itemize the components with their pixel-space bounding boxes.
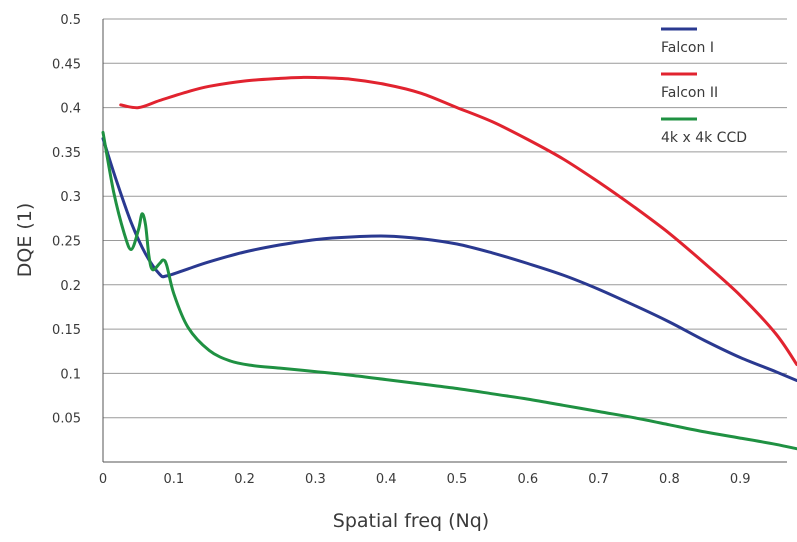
x-tick-label: 0.1 <box>163 472 184 487</box>
x-tick-labels: 0 0.1 0.2 0.3 0.4 0.5 0.6 0.7 0.8 0.9 <box>99 472 751 487</box>
x-tick-label: 0.8 <box>659 472 680 487</box>
legend-label: Falcon II <box>661 85 718 101</box>
legend-label: Falcon I <box>661 40 714 56</box>
x-tick-label: 0.3 <box>305 472 326 487</box>
y-tick-label: 0.25 <box>52 235 81 250</box>
y-tick-label: 0.35 <box>52 146 81 161</box>
x-tick-label: 0 <box>99 472 107 487</box>
x-tick-label: 0.7 <box>588 472 609 487</box>
y-tick-label: 0.45 <box>52 57 81 72</box>
x-tick-label: 0.2 <box>234 472 255 487</box>
y-axis-title: DQE (1) <box>14 203 36 278</box>
x-tick-label: 0.4 <box>376 472 397 487</box>
legend: Falcon I Falcon II 4k x 4k CCD <box>661 27 747 146</box>
y-tick-label: 0.1 <box>60 367 81 382</box>
series-line-1 <box>101 137 797 382</box>
y-tick-label: 0.5 <box>60 13 81 28</box>
y-tick-label: 0.15 <box>52 323 81 338</box>
series-lines <box>101 75 797 451</box>
y-tick-label: 0.2 <box>60 279 81 294</box>
axes <box>102 19 787 463</box>
x-axis-title: Spatial freq (Nq) <box>333 510 489 532</box>
series-line-2 <box>119 75 797 366</box>
x-tick-label: 0.6 <box>517 472 538 487</box>
y-tick-label: 0.05 <box>52 412 81 427</box>
y-tick-labels: 0.05 0.1 0.15 0.2 0.25 0.3 0.35 0.4 0.45 0.5 <box>52 13 81 427</box>
x-tick-label: 0.9 <box>730 472 751 487</box>
x-tick-label: 0.5 <box>447 472 468 487</box>
series-line-3 <box>101 130 797 451</box>
gridlines <box>103 18 787 419</box>
legend-label: 4k x 4k CCD <box>661 130 747 146</box>
y-tick-label: 0.3 <box>60 190 81 205</box>
y-tick-label: 0.4 <box>60 102 81 117</box>
